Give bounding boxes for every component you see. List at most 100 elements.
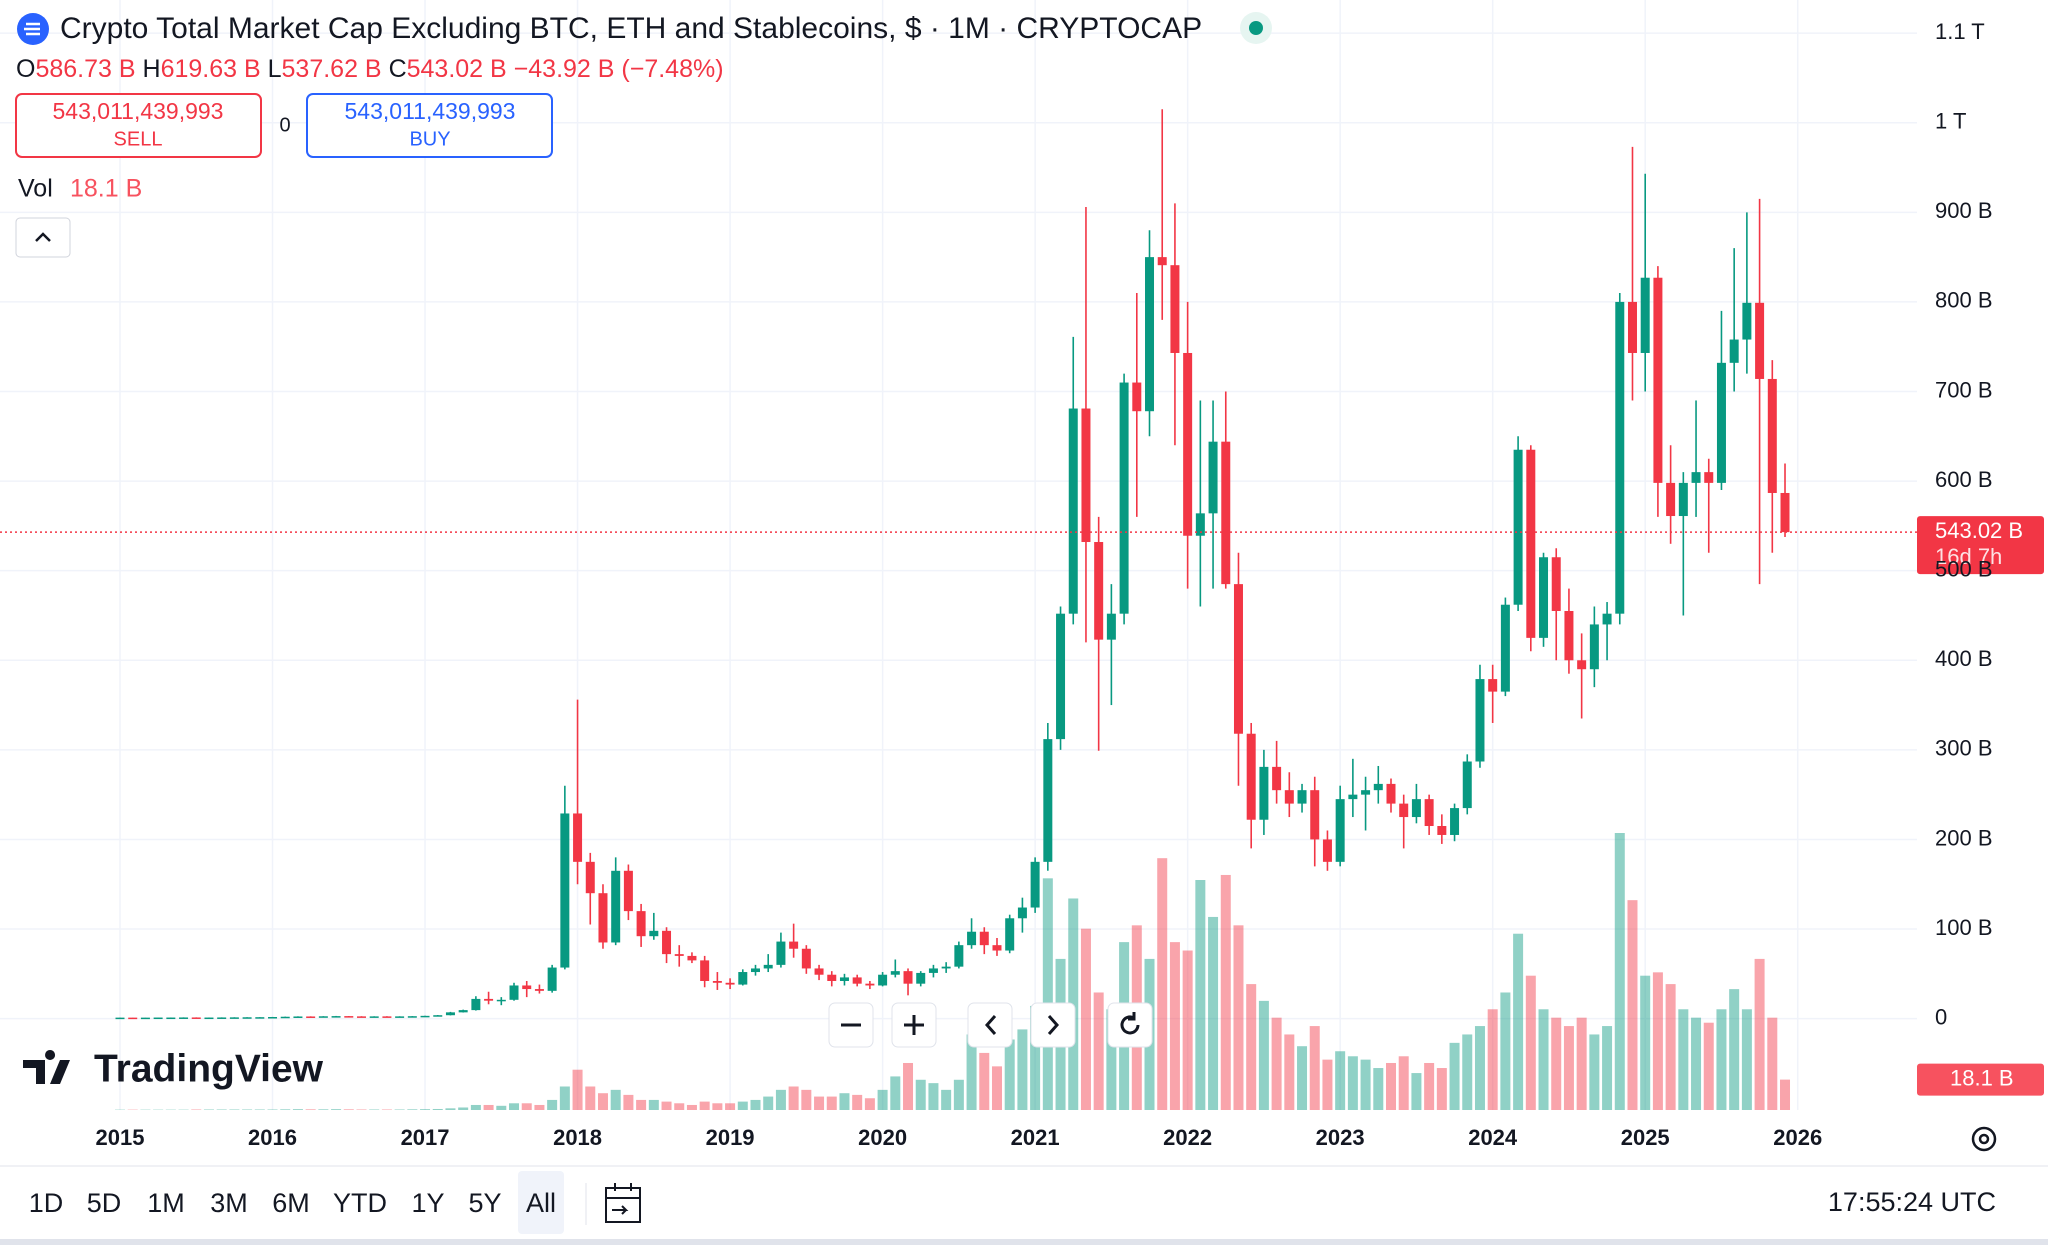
- volume-bar: [445, 1108, 456, 1110]
- spread: 0: [279, 114, 290, 136]
- candle-body: [509, 985, 519, 1000]
- volume-bar: [674, 1103, 685, 1110]
- candle-body: [166, 1017, 176, 1020]
- x-tick-label: 2019: [706, 1125, 755, 1150]
- volume-bar: [1182, 950, 1193, 1110]
- candle-body: [115, 1017, 125, 1020]
- range-button[interactable]: 5D: [87, 1188, 122, 1218]
- scroll-left-icon[interactable]: [984, 1015, 997, 1035]
- candle-body: [1221, 441, 1231, 585]
- ohlc-key: H: [143, 55, 161, 83]
- range-button[interactable]: YTD: [333, 1188, 387, 1218]
- candle-body: [1348, 794, 1358, 800]
- candle-body: [1678, 482, 1688, 517]
- volume-bar: [1780, 1079, 1791, 1110]
- volume-bar: [890, 1076, 901, 1110]
- candle-body: [445, 1012, 455, 1016]
- candle-body: [992, 945, 1002, 951]
- candle-body: [534, 989, 544, 991]
- buy-label[interactable]: BUY: [409, 128, 450, 150]
- sell-price[interactable]: 543,011,439,993: [53, 98, 224, 124]
- sell-label[interactable]: SELL: [114, 128, 163, 150]
- volume-bar: [788, 1086, 799, 1110]
- range-active-bg: [518, 1171, 564, 1234]
- collapse-icon[interactable]: [35, 232, 51, 242]
- scroll-right-icon[interactable]: [1047, 1015, 1060, 1035]
- candle-body: [967, 931, 977, 946]
- candle-body: [179, 1017, 189, 1019]
- settings-icon-core[interactable]: [1978, 1133, 1990, 1145]
- countdown: 16d 7h: [1935, 544, 2002, 569]
- volume-bar: [420, 1109, 431, 1110]
- reset-icon[interactable]: [1120, 1012, 1140, 1035]
- volume-bar: [814, 1096, 825, 1110]
- x-tick-label: 2016: [248, 1125, 297, 1150]
- candle-body: [1272, 766, 1282, 791]
- candle-body: [1386, 783, 1396, 804]
- volume-bar: [1500, 992, 1511, 1110]
- zoom-in-icon[interactable]: [904, 1015, 924, 1035]
- vol-label: Vol: [18, 175, 53, 203]
- scroll-left[interactable]: [967, 1002, 1013, 1048]
- candle-body: [1767, 378, 1777, 493]
- volume-bar: [572, 1069, 583, 1110]
- candle-body: [738, 972, 748, 985]
- candle-body: [471, 998, 481, 1011]
- volume-bar: [254, 1109, 265, 1110]
- range-button[interactable]: 3M: [210, 1188, 248, 1218]
- scroll-right[interactable]: [1030, 1002, 1076, 1048]
- y-tick-label: 500 B: [1935, 556, 1993, 581]
- range-button[interactable]: 1M: [147, 1188, 185, 1218]
- last-price-label: 543.02 B: [1935, 518, 2023, 543]
- volume-bar: [648, 1099, 659, 1110]
- volume-bar: [1258, 1000, 1269, 1110]
- volume-bar: [941, 1089, 952, 1110]
- candle-body: [1310, 790, 1320, 840]
- volume-bar: [407, 1109, 418, 1110]
- sell-button[interactable]: 543,011,439,993 SELL: [15, 93, 262, 158]
- volume-bar: [216, 1109, 227, 1110]
- buy-price[interactable]: 543,011,439,993: [345, 98, 516, 124]
- sell-box[interactable]: [15, 93, 262, 158]
- range-button[interactable]: 1D: [29, 1188, 64, 1218]
- candle-body: [1157, 257, 1167, 266]
- volume-bar: [1398, 1056, 1409, 1110]
- candle-body: [700, 960, 710, 981]
- y-tick-label: 600 B: [1935, 467, 1993, 492]
- volume-bar: [1513, 933, 1524, 1110]
- ohlc-readout: O586.73 B H619.63 B L537.62 B C543.02 B …: [16, 55, 724, 83]
- volume-bar: [547, 1099, 558, 1110]
- buy-box[interactable]: [306, 93, 553, 158]
- candle-body: [1056, 613, 1066, 740]
- range-button[interactable]: 1Y: [411, 1188, 444, 1218]
- candle-body: [687, 955, 697, 961]
- candle-body: [865, 983, 875, 986]
- reset[interactable]: [1107, 1002, 1153, 1048]
- candle-body: [1640, 277, 1650, 353]
- volume-bar: [1589, 1034, 1600, 1110]
- buy-button[interactable]: 543,011,439,993 BUY: [306, 93, 553, 158]
- volume-bar: [521, 1103, 532, 1110]
- candle-body: [1691, 472, 1701, 483]
- settings-icon[interactable]: [1971, 1126, 1997, 1152]
- candle-body: [1437, 826, 1447, 835]
- candle-body: [916, 972, 926, 984]
- volume-bar: [1297, 1046, 1308, 1110]
- candle-body: [369, 1016, 379, 1018]
- last-price-box: [1917, 516, 2044, 575]
- volume-bar: [610, 1089, 621, 1110]
- collapse-button[interactable]: [15, 217, 71, 258]
- zoom-controls[interactable]: [828, 1002, 1153, 1048]
- candle-body: [827, 974, 837, 981]
- candle-body: [839, 977, 849, 981]
- volume-bar: [1703, 1022, 1714, 1110]
- volume-bar: [394, 1109, 405, 1110]
- volume-bar: [1220, 874, 1231, 1110]
- range-button[interactable]: 6M: [272, 1188, 310, 1218]
- volume-bar: [292, 1109, 303, 1110]
- volume-bar: [775, 1089, 786, 1110]
- range-button[interactable]: All: [526, 1188, 556, 1218]
- candle-body: [611, 870, 621, 943]
- date-range-icon[interactable]: [605, 1183, 641, 1223]
- range-button[interactable]: 5Y: [468, 1188, 501, 1218]
